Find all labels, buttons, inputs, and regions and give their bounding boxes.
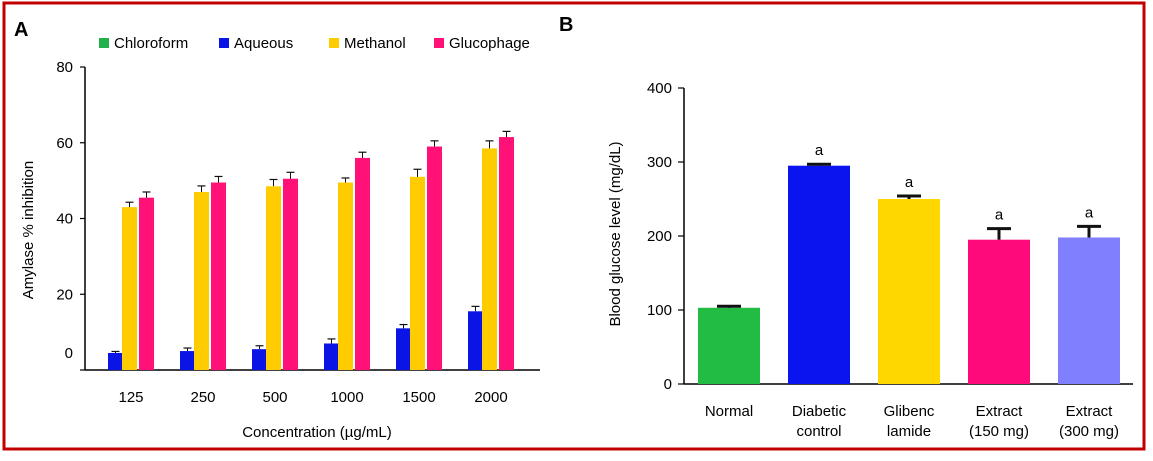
x-tick-label: Diabetic <box>792 403 847 420</box>
x-tick-label: Normal <box>705 403 753 420</box>
legend: Chloroform Aqueous Methanol Glucophage <box>99 35 530 52</box>
legend-swatch <box>99 38 109 48</box>
bar-glucophage <box>211 182 226 370</box>
bar <box>1058 237 1120 384</box>
x-tick-label: lamide <box>887 423 931 440</box>
bar-aqueous <box>396 328 411 370</box>
bar-methanol <box>410 176 425 370</box>
x-axis-ticks: Normal Diabetic control Glibenc lamide Extrac… <box>705 403 1119 440</box>
x-tick-label: (150 mg) <box>969 423 1029 440</box>
bar-glucophage <box>283 178 298 370</box>
legend-label: Glucophage <box>449 35 530 52</box>
legend-item: Glucophage <box>434 35 530 52</box>
panel-b: B 0 100 200 300 400 a a a a Normal Diabetic contr… <box>559 14 1133 440</box>
bar-methanol <box>338 182 353 370</box>
panel-a: A Chloroform Aqueous Methanol Glucophage 0 2… <box>14 19 540 441</box>
y-tick-label: 200 <box>647 228 672 245</box>
bar-methanol <box>266 186 281 370</box>
x-axis-ticks: 125 250 500 1000 1500 2000 <box>118 389 507 406</box>
y-axis-title: Amylase % inhibition <box>20 161 37 299</box>
y-tick-label: 80 <box>56 59 73 76</box>
x-tick-label: Extract <box>1066 403 1114 420</box>
x-tick-label: 250 <box>190 389 215 406</box>
legend-item: Methanol <box>329 35 406 52</box>
y-tick-label: 60 <box>56 135 73 152</box>
bar-aqueous <box>468 311 483 370</box>
significance-label: a <box>1085 204 1094 221</box>
bar-methanol <box>194 191 209 370</box>
bar-glucophage <box>139 197 154 370</box>
bar-methanol <box>482 148 497 370</box>
y-tick-label: 0 <box>65 345 73 362</box>
bar-glucophage <box>355 157 370 370</box>
y-tick-label: 400 <box>647 80 672 97</box>
y-axis: 0 20 40 60 80 <box>56 59 540 371</box>
y-tick-label: 0 <box>664 376 672 393</box>
significance-label: a <box>995 207 1004 224</box>
y-tick-label: 100 <box>647 302 672 319</box>
bars: a a a a <box>698 142 1120 384</box>
y-tick-label: 300 <box>647 154 672 171</box>
legend-label: Methanol <box>344 35 406 52</box>
bar-methanol <box>122 207 137 370</box>
x-tick-label: Glibenc <box>884 403 935 420</box>
panel-b-label: B <box>559 14 573 36</box>
legend-label: Chloroform <box>114 35 188 52</box>
x-tick-label: 1500 <box>402 389 435 406</box>
y-tick-label: 20 <box>56 286 73 303</box>
legend-item: Aqueous <box>219 35 293 52</box>
bars <box>108 130 514 370</box>
bar <box>968 239 1030 384</box>
x-tick-label: control <box>796 423 841 440</box>
legend-swatch <box>434 38 444 48</box>
x-tick-label: 125 <box>118 389 143 406</box>
panel-a-label: A <box>14 19 28 41</box>
significance-label: a <box>905 174 914 191</box>
bar <box>698 307 760 384</box>
bar <box>788 165 850 384</box>
bar-glucophage <box>499 137 514 370</box>
x-tick-label: Extract <box>976 403 1024 420</box>
legend-swatch <box>219 38 229 48</box>
bar-glucophage <box>427 146 442 370</box>
x-tick-label: 1000 <box>330 389 363 406</box>
y-axis-title: Blood glucose level (mg/dL) <box>607 141 624 326</box>
bar-aqueous <box>108 352 123 370</box>
legend-item: Chloroform <box>99 35 188 52</box>
legend-swatch <box>329 38 339 48</box>
x-tick-label: 500 <box>262 389 287 406</box>
y-tick-label: 40 <box>56 211 73 228</box>
bar-aqueous <box>324 343 339 370</box>
legend-label: Aqueous <box>234 35 293 52</box>
bar-aqueous <box>252 349 267 370</box>
bar-aqueous <box>180 351 195 370</box>
x-tick-label: 2000 <box>474 389 507 406</box>
x-tick-label: (300 mg) <box>1059 423 1119 440</box>
x-axis-title: Concentration (µg/mL) <box>242 424 392 441</box>
significance-label: a <box>815 142 824 159</box>
bar <box>878 199 940 384</box>
